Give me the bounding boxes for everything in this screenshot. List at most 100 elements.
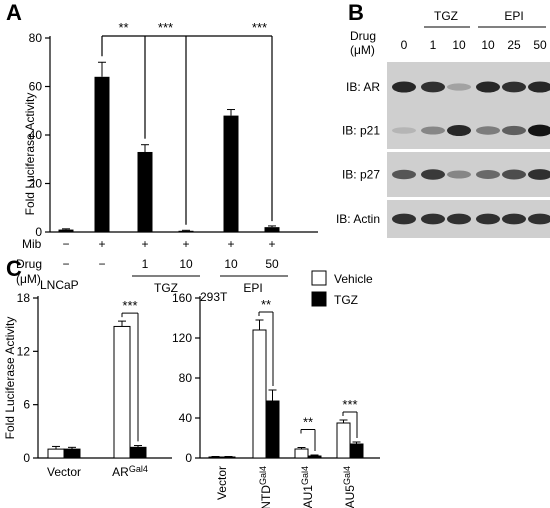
panel-c-left-category-name: Vector — [47, 465, 81, 479]
panel-b-band — [476, 81, 500, 93]
panel-b-lane-concentration: 25 — [507, 38, 521, 52]
panel-b-group-tgz: TGZ — [434, 9, 458, 23]
panel-b-lane-concentration: 1 — [430, 38, 437, 52]
panel-c-right-ytick-label: 120 — [172, 331, 192, 345]
panel-c-left-category-label: Vector — [47, 465, 81, 479]
panel-a-mib-cell: − — [62, 237, 69, 251]
panel-c-right-category-name: Vector — [215, 466, 229, 500]
panel-b-lane-concentration: 0 — [401, 38, 408, 52]
panel-a-bar — [223, 115, 239, 232]
panel-b-band — [421, 169, 445, 180]
panel-b-band — [392, 169, 416, 180]
panel-c-right-bar-vehicle — [208, 456, 223, 459]
panel-c-right-category-label: Vector — [215, 466, 229, 500]
panel-b-band — [476, 213, 500, 225]
panel-b-lane-concentration: 10 — [481, 38, 495, 52]
panel-b-lane-concentration: 10 — [452, 38, 466, 52]
panel-a-unit-label: (μM) — [16, 272, 41, 286]
panel-c-legend: Vehicle TGZ — [311, 270, 373, 307]
panel-c-legend-vehicle: Vehicle — [334, 272, 373, 286]
panel-b-band — [392, 81, 416, 93]
panel-c-right-bar-vehicle — [336, 422, 351, 459]
panel-b-band — [502, 213, 526, 225]
panel-c-left-category-name: AR — [112, 465, 129, 479]
panel-c-legend-swatch-tgz — [311, 291, 327, 307]
panel-c-right-bar-tgz — [307, 455, 322, 459]
panel-a-mib-cell: + — [268, 237, 275, 251]
panel-a-group-tgz: TGZ — [154, 281, 178, 295]
panel-c-left-bar-tgz — [129, 446, 147, 459]
panel-c-charts: Fold Luciferase Activity LNCaP 293T 0 6 12… — [3, 270, 380, 508]
panel-b-blots: IB: AR IB: p21 IB: p27 IB: Actin — [336, 62, 550, 238]
panel-a-bars — [58, 61, 280, 232]
panel-c-left-bar-vehicle — [113, 325, 131, 459]
panel-a-ytick-label: 60 — [29, 80, 43, 94]
panel-c-right-category-label: TAU5Gal4 — [342, 466, 357, 508]
panel-c-left-ytick-label: 6 — [23, 398, 30, 412]
panel-c-right-bar-tgz — [349, 443, 364, 459]
panel-a-group-epi: EPI — [243, 281, 262, 295]
panel-c-legend-swatch-vehicle — [311, 270, 327, 286]
panel-b-blot-label: IB: AR — [346, 80, 380, 94]
panel-c-legend-tgz: TGZ — [334, 293, 358, 307]
panel-c-left-category-superscript: Gal4 — [129, 464, 148, 474]
panel-b-band — [502, 81, 526, 93]
panel-b-header: TGZ EPI 0 1 10 10 25 50 — [401, 9, 547, 52]
panel-label-b: B — [348, 0, 364, 25]
panel-b-band — [447, 213, 471, 225]
panel-a-ytick-label: 80 — [29, 31, 43, 45]
panel-c-left-ytick-label: 12 — [17, 344, 31, 358]
panel-b-band — [528, 81, 550, 93]
panel-c-left-significance: *** — [122, 298, 137, 313]
panel-c-right-significance: ** — [261, 297, 271, 312]
panel-c-right-bar-tgz — [265, 400, 280, 459]
panel-c-ylabel: Fold Luciferase Activity — [3, 317, 17, 440]
panel-b-western-blot: Drug (μM) TGZ EPI 0 1 10 10 25 50 IB: AR IB: p21… — [336, 9, 550, 238]
panel-c-right-ytick-label: 0 — [185, 451, 192, 465]
panel-b-band — [476, 170, 500, 179]
panel-b-band — [502, 125, 526, 136]
panel-c-right-ytick-label: 80 — [179, 371, 193, 385]
panel-c-right-ytick-label: 40 — [179, 411, 193, 425]
panel-b-drug-label: Drug — [350, 29, 376, 43]
panel-a-ytick-label: 20 — [29, 177, 43, 191]
panel-a-ytick-label: 0 — [35, 225, 42, 239]
panel-b-band — [528, 169, 550, 180]
panel-c-left-category-label: ARGal4 — [112, 464, 148, 479]
panel-a-mib-cell: + — [182, 237, 189, 251]
panel-a-significance-mark: *** — [158, 20, 173, 35]
panel-b-band — [421, 126, 445, 135]
panel-a-drug-cell: 50 — [265, 257, 279, 271]
panel-c-right-significance: ** — [303, 415, 313, 430]
panel-c-right-category-name: TAU1 — [301, 485, 315, 508]
panel-b-band — [447, 83, 471, 91]
panel-c-left-chart: 0 6 12 18 Vector ARGal4 *** — [17, 291, 172, 479]
panel-c-right-category-label: TAU1Gal4 — [300, 466, 315, 508]
panel-c-right-bar-vehicle — [294, 448, 309, 459]
panel-c-right-ytick-label: 160 — [172, 291, 192, 305]
panel-c-right-bar-tgz — [221, 456, 236, 459]
panel-c-left-bar-vehicle — [47, 448, 65, 459]
panel-a-bar — [264, 227, 280, 232]
panel-a-mib-label: Mib — [22, 237, 42, 251]
panel-b-unit-label: (μM) — [350, 43, 375, 57]
panel-a-ytick-label: 40 — [29, 128, 43, 142]
panel-a-condition-table: Mib Drug (μM) − + + + + + − − 1 10 10 50 TGZ EPI — [16, 237, 288, 295]
panel-label-c: C — [6, 256, 22, 281]
panel-c-right-category-superscript: Gal4 — [258, 466, 268, 485]
panel-b-blot-label: IB: p27 — [342, 168, 380, 182]
panel-c-left-title: LNCaP — [40, 278, 79, 292]
panel-a-mib-cell: + — [227, 237, 234, 251]
panel-b-band — [476, 126, 500, 135]
panel-a-ylabel: Fold Luciferase Activity — [23, 93, 37, 216]
panel-b-lane-concentration: 50 — [533, 38, 547, 52]
panel-b-band — [447, 124, 471, 137]
panel-b-blot-label: IB: p21 — [342, 124, 380, 138]
panel-a-bar — [178, 230, 194, 232]
panel-a-drug-cell: − — [62, 257, 69, 271]
panel-c-left-ytick-label: 0 — [23, 451, 30, 465]
panel-a-bar — [94, 76, 110, 232]
panel-c-right-title: 293T — [200, 290, 228, 304]
